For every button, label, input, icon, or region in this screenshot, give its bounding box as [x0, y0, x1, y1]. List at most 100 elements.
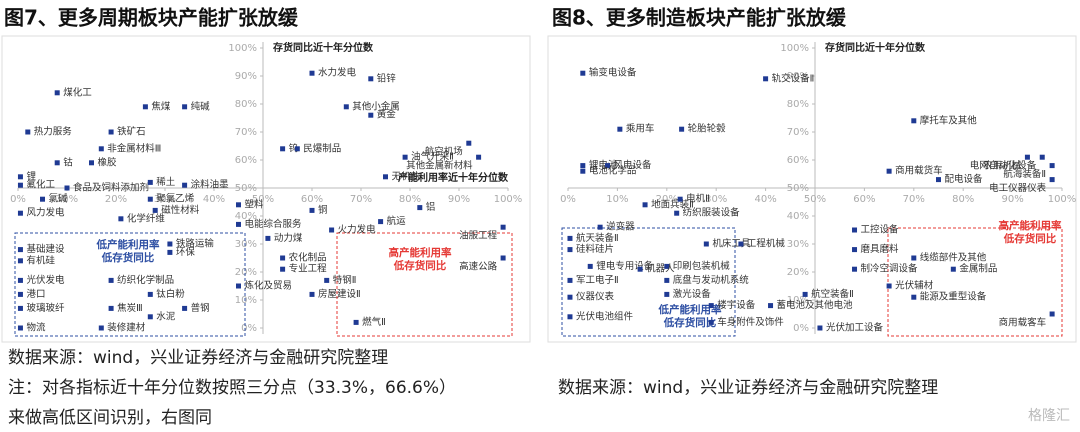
region-label: 低产能利用率: [96, 238, 160, 251]
point-label: 锂: [26, 170, 36, 182]
point: [17, 277, 23, 283]
point: [236, 202, 241, 208]
point: [886, 283, 892, 289]
region-box: [336, 232, 513, 337]
point: [567, 247, 573, 253]
point-label: 电能综合服务: [245, 218, 303, 230]
point-label: 光伏辅材: [895, 280, 934, 292]
point-label: 钨: [289, 142, 299, 154]
point: [152, 207, 158, 213]
x-tick-label: 90%: [448, 194, 470, 205]
point: [25, 129, 31, 135]
point: [142, 104, 148, 110]
point-label: 地面兵装Ⅱ: [651, 198, 694, 210]
x-tick-label: 80%: [399, 194, 421, 205]
point: [280, 255, 286, 261]
point-label: 工控设备: [861, 224, 900, 236]
point-label: 电池化学品: [589, 165, 637, 177]
point-label: 油服工程: [459, 230, 498, 242]
point-label: 纺织化学制品: [117, 274, 174, 286]
point: [674, 210, 680, 216]
point-label: 装修建材: [107, 322, 146, 334]
point-label: 有机硅: [26, 254, 55, 266]
x-tick-label: 20%: [105, 194, 127, 205]
point-label: 稀土: [156, 176, 176, 188]
point: [402, 154, 408, 160]
point-label: 港口: [26, 288, 45, 300]
point-label: 煤化工: [63, 86, 92, 98]
chart-title: 图7、更多周期板块产能扩张放缓: [4, 6, 299, 30]
point-label: 橡胶: [98, 156, 118, 168]
point-label: 氯碱: [49, 193, 69, 205]
point: [383, 174, 388, 180]
x-tick-label: 20%: [656, 194, 678, 205]
point-label: 光伏发电: [26, 274, 65, 286]
point: [597, 224, 603, 230]
point: [1024, 154, 1030, 160]
x-tick-label: 10%: [56, 194, 78, 205]
x-tick-label: 40%: [754, 194, 776, 205]
point-label: 工程机械: [747, 238, 786, 250]
point-label: 印刷包装机械: [673, 260, 731, 272]
panel-frame: [1, 35, 531, 343]
point: [1049, 311, 1055, 317]
point-label: 乘用车: [626, 123, 655, 135]
point: [1039, 154, 1045, 160]
point: [768, 303, 774, 309]
x-tick-label: 30%: [705, 194, 727, 205]
point: [466, 140, 472, 146]
y-tick-label: 100%: [228, 43, 257, 54]
point: [17, 258, 23, 264]
point-label: 电网自动化设备: [970, 160, 1037, 172]
y-tick-label: 0%: [241, 323, 257, 334]
x-tick-label: 100%: [1048, 194, 1077, 205]
point: [950, 266, 956, 272]
point-label: 激光设备: [673, 288, 712, 300]
point: [182, 104, 188, 110]
y-tick-label: 20%: [235, 267, 257, 278]
point-label: 水泥: [156, 310, 176, 322]
point-label: 仪器仪表: [576, 291, 615, 303]
x-tick-label: 80%: [952, 194, 974, 205]
point-label: 环保: [176, 246, 196, 258]
region-label: 低存货同比: [1003, 232, 1057, 245]
point: [580, 163, 586, 169]
x-tick-label: 30%: [154, 194, 176, 205]
point-label: 铝: [426, 201, 436, 213]
point-label: 电机Ⅱ: [686, 193, 710, 205]
point: [802, 291, 808, 297]
point: [911, 255, 917, 261]
x-tick-label: 50%: [252, 194, 274, 205]
x-tick-label: 40%: [203, 194, 225, 205]
point: [182, 182, 188, 188]
point: [500, 255, 506, 261]
point-label: 油气开采Ⅱ: [411, 151, 454, 163]
point: [236, 221, 241, 227]
point: [98, 146, 104, 152]
point-label: 普钢: [191, 302, 210, 314]
point: [567, 277, 573, 283]
region-box: [561, 227, 736, 337]
point-label: 物流: [26, 322, 46, 334]
point-label: 焦煤: [151, 100, 171, 112]
point: [852, 247, 858, 253]
y-tick-label: 40%: [787, 211, 809, 222]
y-tick-label: 10%: [787, 295, 809, 306]
y-tick-label: 30%: [787, 239, 809, 250]
point: [417, 205, 423, 211]
point: [580, 70, 586, 76]
point: [309, 70, 315, 76]
chart-title: 图8、更多制造板块产能扩张放缓: [552, 6, 847, 30]
point: [280, 266, 286, 272]
point-label: 炼化及贸易: [245, 280, 293, 292]
y-tick-label: 50%: [235, 183, 257, 194]
point-label: 聚氯乙烯: [156, 193, 195, 205]
point: [17, 174, 23, 180]
point-label: 楼宇设备: [717, 299, 756, 311]
point-label: 铁路运输: [176, 238, 215, 250]
point-label: 农化制品: [289, 252, 327, 264]
region-label: 低存货同比: [393, 259, 447, 272]
point: [738, 241, 744, 247]
point: [309, 291, 315, 297]
point: [886, 168, 892, 174]
